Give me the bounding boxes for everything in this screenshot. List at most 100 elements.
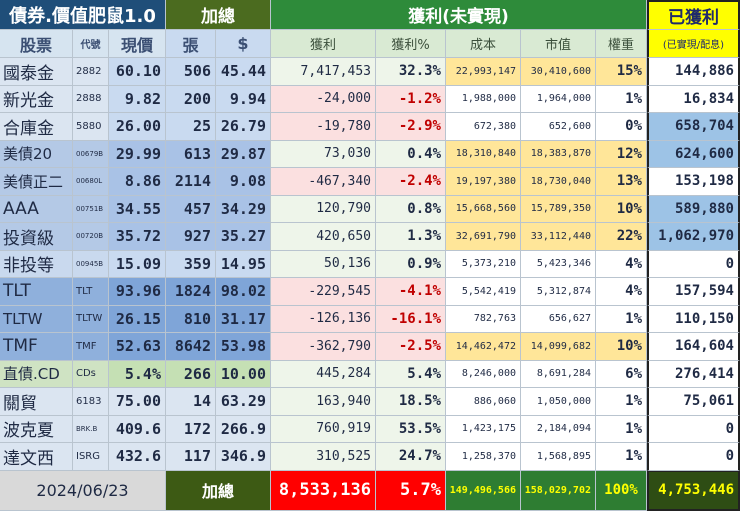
cell-amount: 63.29 [216,388,271,416]
footer-total-realized: 4,753,446 [647,470,740,511]
cell-price: 9.82 [109,85,166,113]
cell-shares: 506 [166,58,216,86]
cell-shares: 1824 [166,278,216,306]
table-row: TLTW TLTW 26.15 810 31.17 -126,136 -16.1% 782,7… [0,305,740,333]
cell-profit: -362,790 [271,333,376,361]
cell-profit: 120,790 [271,195,376,223]
cell-weight: 1% [596,443,647,471]
cell-realized: 153,198 [647,168,740,196]
cell-price: 15.09 [109,250,166,278]
cell-cost: 5,542,419 [446,278,521,306]
cell-price: 93.96 [109,278,166,306]
footer-date: 2024/06/23 [0,470,166,511]
cell-shares: 810 [166,305,216,333]
cell-name: TLT [0,278,73,306]
cell-realized: 1,062,970 [647,223,740,251]
cell-price: 60.10 [109,58,166,86]
cell-amount: 34.29 [216,195,271,223]
cell-cost: 5,373,210 [446,250,521,278]
cell-profit: 420,650 [271,223,376,251]
table-row: AAA 00751B 34.55 457 34.29 120,790 0.8% 15,668,… [0,195,740,223]
cell-realized: 658,704 [647,113,740,141]
table-row: TMF TMF 52.63 8642 53.98 -362,790 -2.5% 14,462,… [0,333,740,361]
cell-cost: 8,246,000 [446,360,521,388]
cell-amount: 53.98 [216,333,271,361]
cell-shares: 359 [166,250,216,278]
cell-shares: 2114 [166,168,216,196]
cell-mv: 15,789,350 [521,195,596,223]
cell-weight: 10% [596,195,647,223]
cell-name: TLTW [0,305,73,333]
cell-pct: 0.8% [376,195,446,223]
cell-code: 6183 [73,388,109,416]
cell-shares: 927 [166,223,216,251]
cell-weight: 22% [596,223,647,251]
cell-weight: 1% [596,388,647,416]
cell-realized: 0 [647,415,740,443]
table-row: 直債.CD CDs 5.4% 266 10.00 445,284 5.4% 8,246,000… [0,360,740,388]
cell-amount: 10.00 [216,360,271,388]
cell-cost: 1,423,175 [446,415,521,443]
cell-amount: 14.95 [216,250,271,278]
table-row: 達文西 ISRG 432.6 117 346.9 310,525 24.7% 1,258,37… [0,443,740,471]
cell-price: 26.00 [109,113,166,141]
cell-weight: 6% [596,360,647,388]
cell-code: BRK.B [73,415,109,443]
footer-total-profit: 8,533,136 [271,470,376,511]
cell-name: 國泰金 [0,58,73,86]
cell-price: 52.63 [109,333,166,361]
cell-realized: 157,594 [647,278,740,306]
cell-shares: 200 [166,85,216,113]
table-row: 投資級 00720B 35.72 927 35.27 420,650 1.3% 32,691,… [0,223,740,251]
cell-profit: 310,525 [271,443,376,471]
cell-code: 2882 [73,58,109,86]
cell-realized: 16,834 [647,85,740,113]
table-row: 美債20 00679B 29.99 613 29.87 73,030 0.4% 18,310,… [0,140,740,168]
cell-weight: 0% [596,113,647,141]
cell-code: 00751B [73,195,109,223]
cell-cost: 32,691,790 [446,223,521,251]
cell-profit: 445,284 [271,360,376,388]
cell-name: 非投等 [0,250,73,278]
table-row: 非投等 00945B 15.09 359 14.95 50,136 0.9% 5,373,21… [0,250,740,278]
col-price: 現價 [109,30,166,58]
cell-profit: -19,780 [271,113,376,141]
cell-pct: -1.2% [376,85,446,113]
cell-name: TMF [0,333,73,361]
cell-pct: -4.1% [376,278,446,306]
col-realized-sub: (已實現/配息) [647,30,740,58]
table-row: 關貿 6183 75.00 14 63.29 163,940 18.5% 886,060 1,0… [0,388,740,416]
realized-header: 已獲利 [647,0,740,30]
cell-name: 達文西 [0,443,73,471]
cell-shares: 266 [166,360,216,388]
cell-code: TLTW [73,305,109,333]
cell-cost: 782,763 [446,305,521,333]
col-weight: 權重 [596,30,647,58]
cell-name: 投資級 [0,223,73,251]
cell-realized: 589,880 [647,195,740,223]
cell-mv: 8,691,284 [521,360,596,388]
cell-profit: 163,940 [271,388,376,416]
cell-shares: 172 [166,415,216,443]
cell-name: 美債正二 [0,168,73,196]
col-code: 代號 [73,30,109,58]
cell-price: 35.72 [109,223,166,251]
cell-mv: 33,112,440 [521,223,596,251]
table-row: 美債正二 00680L 8.86 2114 9.08 -467,340 -2.4% 19,19… [0,168,740,196]
cell-cost: 14,462,472 [446,333,521,361]
cell-code: TMF [73,333,109,361]
cell-cost: 1,258,370 [446,443,521,471]
cell-code: 5880 [73,113,109,141]
cell-pct: 32.3% [376,58,446,86]
cell-pct: 53.5% [376,415,446,443]
cell-realized: 276,414 [647,360,740,388]
cell-price: 8.86 [109,168,166,196]
cell-name: 直債.CD [0,360,73,388]
cell-pct: 5.4% [376,360,446,388]
footer-total-cost: 149,496,566 [446,470,521,511]
cell-price: 34.55 [109,195,166,223]
footer-total-pct: 5.7% [376,470,446,511]
cell-amount: 266.9 [216,415,271,443]
cell-cost: 886,060 [446,388,521,416]
cell-cost: 1,988,000 [446,85,521,113]
